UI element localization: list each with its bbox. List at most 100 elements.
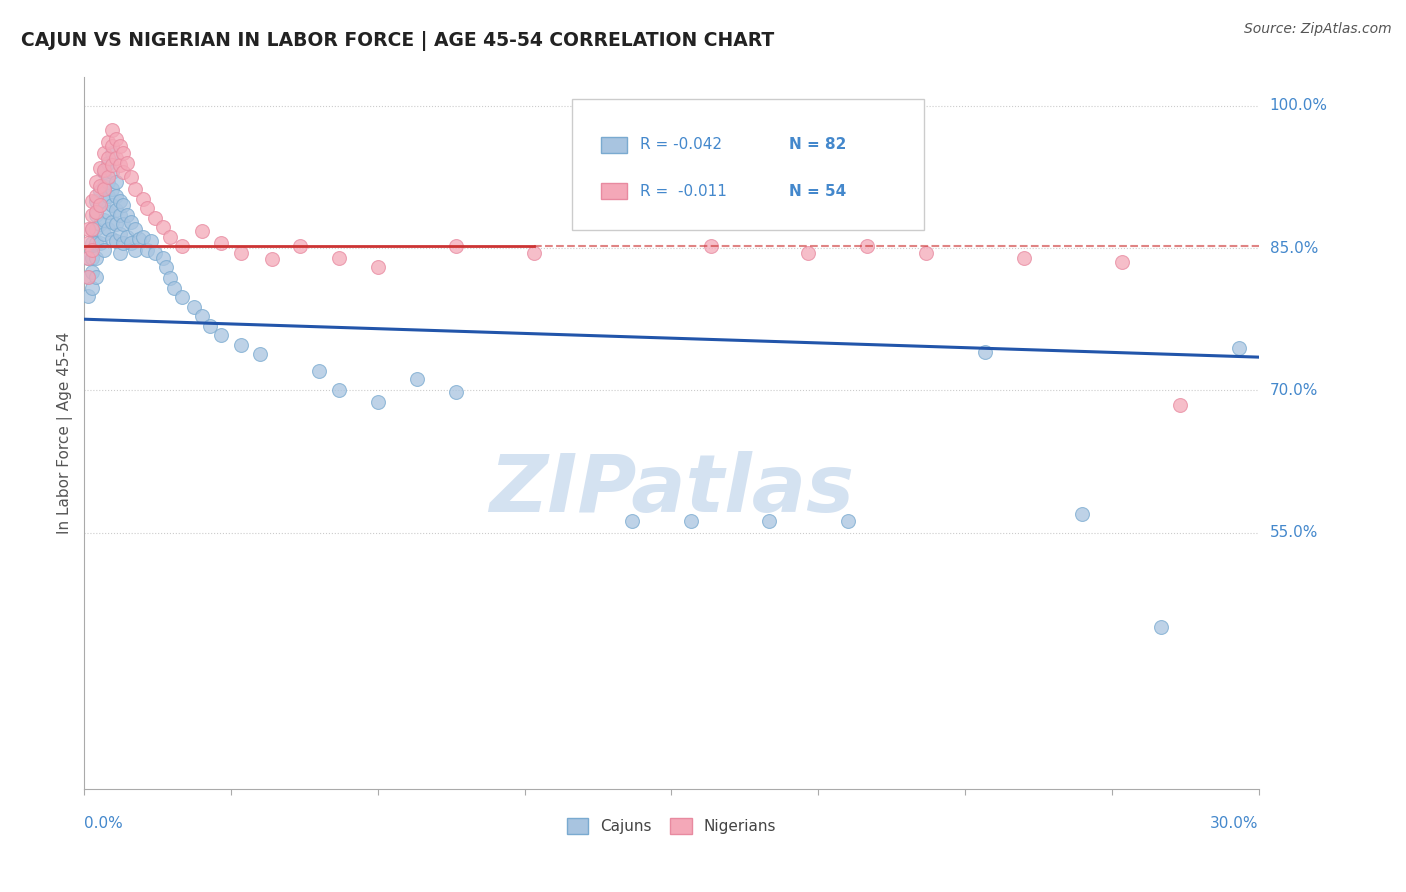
Point [84,175,107,189]
Text: 100.0%: 100.0% [1270,98,1327,113]
Y-axis label: In Labor Force | Age 45-54: In Labor Force | Age 45-54 [58,332,73,534]
Point [97,175,120,189]
Point [112,146,135,161]
Point [837,514,859,528]
Legend: Cajuns, Nigerians: Cajuns, Nigerians [567,818,776,834]
Point [915,245,938,260]
Point [93,227,115,241]
Point [82,243,104,257]
Point [108,138,131,153]
Point [112,198,135,212]
Point [308,364,330,378]
Point [93,243,115,257]
Point [172,239,194,253]
Point [100,146,122,161]
Point [679,514,702,528]
Point [100,138,122,153]
Point [139,234,162,248]
Point [124,243,146,257]
Text: ZIPatlas: ZIPatlas [489,450,853,529]
Point [89,236,111,251]
Point [97,151,120,165]
FancyBboxPatch shape [600,137,627,153]
Text: CAJUN VS NIGERIAN IN LABOR FORCE | AGE 45-54 CORRELATION CHART: CAJUN VS NIGERIAN IN LABOR FORCE | AGE 4… [21,31,775,51]
FancyBboxPatch shape [600,184,627,199]
Point [84,222,107,236]
Point [104,132,127,146]
Point [367,394,389,409]
Point [104,218,127,232]
FancyBboxPatch shape [572,99,924,230]
Point [77,288,100,302]
Point [93,179,115,194]
Point [797,245,820,260]
Point [328,251,350,265]
Point [143,245,166,260]
Point [100,158,122,172]
Point [112,218,135,232]
Point [100,214,122,228]
Point [108,227,131,241]
Point [190,310,212,324]
Point [209,328,232,343]
Point [152,251,174,265]
Point [288,239,311,253]
Point [172,290,194,304]
Point [89,198,111,212]
Point [82,194,104,208]
Point [523,245,546,260]
Point [77,251,100,265]
Point [1168,398,1191,412]
Point [77,269,100,284]
Point [406,372,429,386]
Point [128,232,150,246]
Point [77,251,100,265]
Text: 55.0%: 55.0% [1270,525,1317,540]
Point [82,236,104,251]
Point [328,384,350,398]
Point [100,232,122,246]
Point [1111,255,1133,269]
Point [97,189,120,203]
Point [1150,620,1173,634]
Point [621,514,644,528]
Text: 70.0%: 70.0% [1270,383,1317,398]
Point [100,198,122,212]
Point [117,155,139,169]
Point [159,271,181,285]
Point [183,300,205,314]
Point [135,243,157,257]
Point [108,158,131,172]
Point [84,194,107,208]
Point [190,224,212,238]
Text: 85.0%: 85.0% [1270,241,1317,256]
Point [120,236,142,251]
Point [117,229,139,244]
Point [856,239,879,253]
Point [77,222,100,236]
Point [89,161,111,175]
Text: R =  -0.011: R = -0.011 [640,184,727,199]
Point [444,239,467,253]
Point [104,189,127,203]
Point [124,182,146,196]
Point [89,184,111,198]
Point [82,222,104,236]
Point [104,175,127,189]
Point [132,229,155,244]
Point [124,222,146,236]
Point [93,212,115,227]
Point [84,269,107,284]
Point [82,265,104,279]
Point [93,163,115,178]
Point [97,135,120,149]
Point [100,165,122,179]
Point [155,260,177,274]
Point [97,155,120,169]
Point [93,165,115,179]
Point [699,239,721,253]
Point [77,269,100,284]
Point [100,122,122,136]
Point [198,318,221,333]
Point [120,214,142,228]
